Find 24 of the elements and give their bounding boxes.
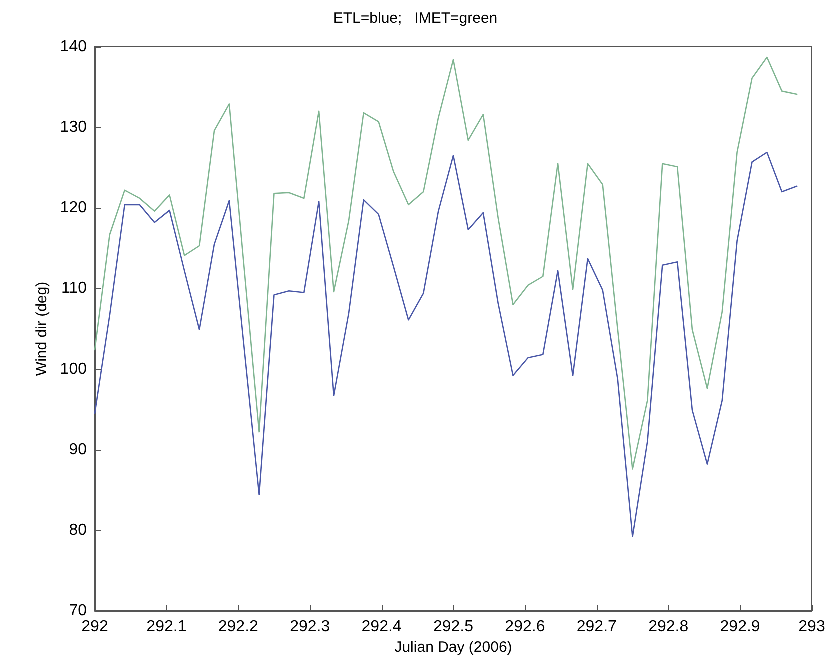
- x-tick-label: 292.5: [433, 618, 474, 636]
- y-tick-label: 80: [69, 522, 88, 539]
- line-series: [94, 152, 798, 538]
- x-tick-label: 292.4: [362, 618, 402, 636]
- y-tick-label: 100: [60, 360, 88, 378]
- x-tick-label: 292.2: [218, 618, 259, 636]
- y-axis-title: Wind dir (deg): [33, 282, 50, 376]
- x-tick-label: 292.7: [576, 618, 618, 636]
- y-tick-label: 130: [60, 119, 88, 136]
- x-tick-label: 293: [798, 618, 826, 636]
- y-tick-label: 120: [60, 200, 88, 217]
- chart-title: ETL=blue; IMET=green: [333, 10, 498, 27]
- x-tick-label: 292.1: [146, 618, 187, 636]
- y-tick-label: 140: [60, 38, 88, 56]
- y-tick-label: 110: [61, 280, 88, 298]
- x-axis-title: Julian Day (2006): [394, 638, 512, 656]
- x-tick-label: 292.8: [648, 618, 689, 636]
- x-tick-label: 292.6: [505, 618, 546, 636]
- x-tick-label: 292.3: [290, 618, 330, 636]
- x-tick-label: 292: [82, 618, 108, 636]
- line-series: [94, 56, 798, 470]
- y-tick-label: 70: [69, 602, 88, 620]
- y-tick-label: 90: [69, 441, 88, 458]
- x-tick-label: 292.9: [720, 618, 760, 636]
